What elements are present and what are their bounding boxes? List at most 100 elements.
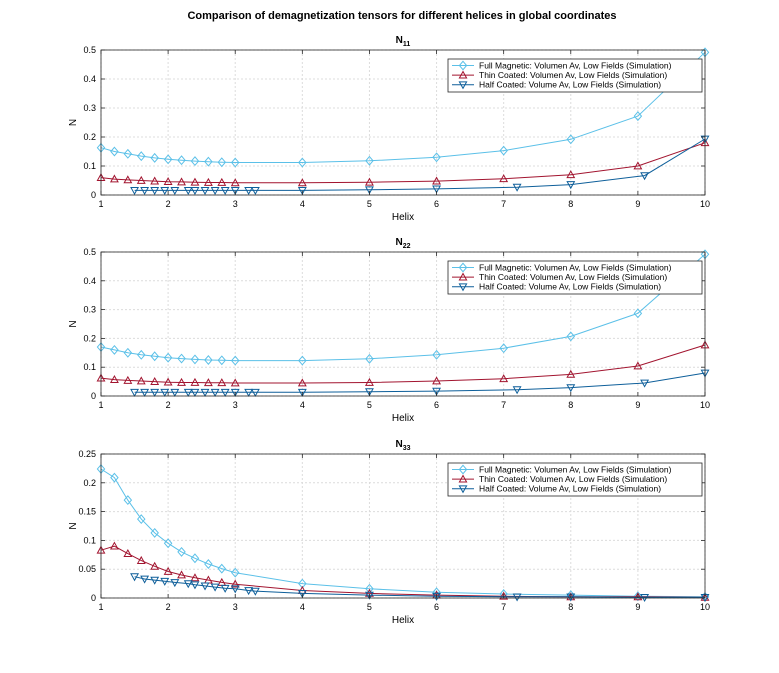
x-tick-label: 5 (367, 400, 372, 410)
data-point (170, 579, 180, 588)
data-point (160, 186, 170, 195)
data-point (432, 376, 442, 385)
data-point (137, 151, 146, 162)
legend: Full Magnetic: Volumen Av, Low Fields (S… (447, 260, 703, 295)
subplot-title-sub: 22 (403, 243, 411, 250)
legend: Full Magnetic: Volumen Av, Low Fields (S… (447, 58, 703, 93)
y-axis-label: N (68, 119, 79, 126)
data-point (140, 186, 150, 195)
legend: Full Magnetic: Volumen Av, Low Fields (S… (447, 462, 703, 497)
subplot-title: N22 (395, 237, 410, 250)
data-point (137, 514, 146, 525)
subplot-title: N11 (396, 35, 411, 48)
data-point (640, 172, 650, 181)
data-point (123, 495, 133, 506)
data-point (640, 379, 650, 388)
data-point (210, 186, 220, 195)
x-tick-label: 1 (98, 400, 103, 410)
legend-entry: Full Magnetic: Volumen Av, Low Fields (S… (452, 61, 672, 71)
data-point (190, 553, 200, 564)
legend-label: Thin Coated: Volumen Av, Low Fields (Sim… (479, 474, 667, 484)
legend-box (447, 58, 703, 93)
x-tick-label: 5 (367, 199, 372, 209)
data-point (190, 354, 200, 365)
data-point (432, 592, 442, 601)
subplot-title-sub: 33 (403, 445, 411, 452)
legend-entry: Half Coated: Volume Av, Low Fields (Simu… (452, 484, 661, 494)
subplot-title-main: N (396, 35, 403, 46)
data-point (170, 186, 180, 195)
subplot-1: 1 2 3 4 5 6 7 8 9 1000.10.20.30.40.5N11HelixNFull… (68, 35, 710, 223)
axes-box (100, 251, 706, 397)
data-point (566, 134, 576, 145)
legend-marker (458, 60, 468, 71)
data-point (183, 580, 193, 589)
data-point (220, 388, 230, 397)
data-point (566, 593, 576, 602)
data-point (190, 186, 200, 195)
y-axis-label: N (68, 522, 79, 529)
x-axis-label: Helix (392, 615, 414, 626)
data-point (204, 156, 213, 167)
data-point (160, 577, 170, 586)
axes-box (100, 49, 706, 196)
series-1 (96, 47, 710, 168)
y-tick-label: 0.05 (78, 564, 96, 574)
data-point (140, 575, 150, 584)
data-point (163, 352, 173, 363)
data-point (150, 186, 160, 195)
x-tick-label: 6 (434, 400, 439, 410)
figure-title: Comparison of demagnetization tensors fo… (187, 10, 616, 22)
y-tick-label: 0.5 (83, 45, 96, 55)
x-tick-label: 8 (568, 199, 573, 209)
x-tick-label: 10 (700, 400, 710, 410)
data-point (566, 384, 576, 393)
x-tick-label: 7 (501, 400, 506, 410)
y-tick-label: 0 (91, 190, 96, 200)
data-point (110, 146, 119, 157)
legend-entry: Full Magnetic: Volumen Av, Low Fields (S… (452, 263, 672, 273)
y-tick-label: 0.3 (83, 305, 96, 315)
data-point (123, 175, 133, 184)
data-point (109, 374, 119, 383)
legend-marker (458, 474, 468, 483)
data-point (190, 573, 200, 582)
data-point (365, 353, 374, 364)
legend-entry: Thin Coated: Volumen Av, Low Fields (Sim… (452, 272, 667, 282)
data-point (250, 186, 260, 195)
data-point (512, 593, 522, 602)
data-point (110, 472, 119, 483)
data-point (130, 388, 140, 397)
data-point (170, 388, 180, 397)
legend-box (447, 260, 703, 295)
y-tick-label: 0.4 (83, 74, 96, 84)
data-point (163, 377, 173, 386)
data-point (230, 355, 240, 366)
data-point (123, 375, 133, 384)
data-point (204, 559, 213, 569)
x-tick-label: 10 (700, 602, 710, 612)
y-tick-label: 0.2 (83, 132, 96, 142)
x-tick-label: 2 (166, 602, 171, 612)
data-point (499, 591, 509, 600)
x-tick-label: 3 (233, 400, 238, 410)
legend-marker (458, 464, 468, 475)
data-point (220, 584, 230, 593)
data-point (297, 590, 307, 599)
data-point (150, 176, 160, 185)
data-point (364, 388, 374, 397)
y-tick-label: 0.1 (83, 161, 96, 171)
data-point (217, 563, 227, 574)
legend-entry: Half Coated: Volume Av, Low Fields (Simu… (452, 80, 661, 90)
data-point (364, 186, 374, 195)
data-point (566, 181, 576, 190)
legend-entry: Thin Coated: Volumen Av, Low Fields (Sim… (452, 70, 667, 80)
data-point (432, 387, 442, 396)
y-tick-label: 0.3 (83, 103, 96, 113)
data-point (217, 378, 227, 387)
legend-entry: Half Coated: Volume Av, Low Fields (Simu… (452, 282, 661, 292)
data-point (297, 178, 307, 187)
data-point (230, 186, 240, 195)
subplot-title: N33 (395, 439, 410, 452)
